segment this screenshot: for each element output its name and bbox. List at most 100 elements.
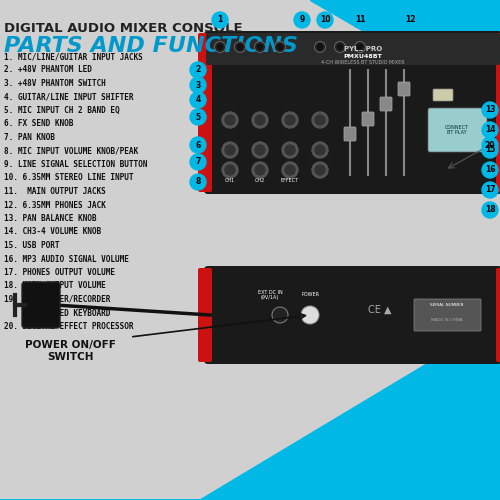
Polygon shape — [0, 320, 500, 500]
FancyBboxPatch shape — [206, 33, 500, 65]
Text: 4-CH WIRELESS BT STUDIO MIXER: 4-CH WIRELESS BT STUDIO MIXER — [321, 60, 405, 66]
Circle shape — [255, 145, 265, 155]
Circle shape — [190, 174, 206, 190]
Circle shape — [317, 12, 333, 28]
Circle shape — [338, 44, 342, 50]
Text: 2. +48V PHANTOM LED: 2. +48V PHANTOM LED — [4, 66, 92, 74]
Circle shape — [334, 42, 345, 52]
Circle shape — [294, 12, 310, 28]
Circle shape — [285, 115, 295, 125]
Text: 15: 15 — [485, 146, 495, 154]
FancyBboxPatch shape — [344, 127, 356, 141]
Text: POWER: POWER — [301, 292, 319, 298]
FancyBboxPatch shape — [198, 33, 212, 192]
FancyBboxPatch shape — [204, 266, 500, 364]
Text: PYLE PRO: PYLE PRO — [344, 46, 382, 52]
Text: PARTS AND FUNCTIONS: PARTS AND FUNCTIONS — [4, 36, 298, 56]
Circle shape — [258, 44, 262, 50]
Text: EFFECT: EFFECT — [281, 178, 299, 183]
Circle shape — [190, 137, 206, 153]
Text: SERIAL NUMBER: SERIAL NUMBER — [430, 303, 464, 307]
Text: EXT DC IN
(9V/1A): EXT DC IN (9V/1A) — [258, 290, 282, 300]
Circle shape — [222, 142, 238, 158]
Circle shape — [301, 306, 319, 324]
FancyBboxPatch shape — [380, 97, 392, 111]
Circle shape — [252, 142, 268, 158]
Text: CONTROLLED KEYBOARD: CONTROLLED KEYBOARD — [4, 308, 110, 318]
Circle shape — [314, 42, 326, 52]
Text: 12: 12 — [405, 16, 415, 24]
Text: 18. MAIN OUTPUT VOLUME: 18. MAIN OUTPUT VOLUME — [4, 282, 106, 290]
Text: 6. FX SEND KNOB: 6. FX SEND KNOB — [4, 120, 73, 128]
Text: 14: 14 — [485, 126, 495, 134]
Text: 3: 3 — [196, 80, 200, 90]
Text: 8: 8 — [196, 178, 200, 186]
Circle shape — [190, 62, 206, 78]
Circle shape — [238, 44, 242, 50]
Circle shape — [482, 102, 498, 118]
Text: 4: 4 — [196, 96, 200, 104]
Text: 11: 11 — [355, 16, 365, 24]
Circle shape — [312, 142, 328, 158]
Circle shape — [482, 137, 498, 153]
Text: 20: 20 — [485, 140, 495, 149]
Text: 17. PHONES OUTPUT VOLUME: 17. PHONES OUTPUT VOLUME — [4, 268, 115, 277]
Circle shape — [278, 44, 282, 50]
Text: 10: 10 — [320, 16, 330, 24]
Text: POWER ON/OFF
SWITCH: POWER ON/OFF SWITCH — [24, 340, 116, 361]
Text: 13. PAN BALANCE KNOB: 13. PAN BALANCE KNOB — [4, 214, 96, 223]
Text: CH1: CH1 — [225, 178, 235, 183]
FancyBboxPatch shape — [22, 282, 60, 328]
Circle shape — [482, 182, 498, 198]
FancyBboxPatch shape — [496, 33, 500, 192]
Text: 5. MIC INPUT CH 2 BAND EQ: 5. MIC INPUT CH 2 BAND EQ — [4, 106, 119, 115]
Text: 3. +48V PHANTOM SWITCH: 3. +48V PHANTOM SWITCH — [4, 79, 106, 88]
Circle shape — [254, 42, 266, 52]
FancyBboxPatch shape — [362, 112, 374, 126]
Circle shape — [222, 162, 238, 178]
Circle shape — [252, 112, 268, 128]
Circle shape — [482, 122, 498, 138]
Text: CONNECT
BT PLAY: CONNECT BT PLAY — [445, 124, 469, 136]
FancyBboxPatch shape — [198, 268, 212, 362]
Text: CH2: CH2 — [255, 178, 265, 183]
Circle shape — [255, 165, 265, 175]
Circle shape — [358, 44, 362, 50]
Text: 16: 16 — [485, 166, 495, 174]
Text: 14. CH3-4 VOLUME KNOB: 14. CH3-4 VOLUME KNOB — [4, 228, 101, 236]
Circle shape — [402, 12, 418, 28]
Text: 6: 6 — [196, 140, 200, 149]
Text: 1. MIC/LINE/GUITAR INPUT JACKS: 1. MIC/LINE/GUITAR INPUT JACKS — [4, 52, 143, 61]
Text: 11.  MAIN OUTPUT JACKS: 11. MAIN OUTPUT JACKS — [4, 187, 106, 196]
Circle shape — [252, 162, 268, 178]
Circle shape — [222, 112, 238, 128]
Circle shape — [214, 42, 226, 52]
Circle shape — [285, 145, 295, 155]
FancyBboxPatch shape — [428, 108, 487, 152]
FancyBboxPatch shape — [414, 299, 481, 331]
Circle shape — [315, 145, 325, 155]
Circle shape — [482, 142, 498, 158]
Circle shape — [315, 115, 325, 125]
Text: PMXU48BT: PMXU48BT — [344, 54, 382, 60]
Circle shape — [212, 12, 228, 28]
Circle shape — [190, 77, 206, 93]
Text: 18: 18 — [484, 206, 496, 214]
Text: 1: 1 — [218, 16, 222, 24]
Circle shape — [312, 112, 328, 128]
Circle shape — [282, 112, 298, 128]
Circle shape — [274, 42, 285, 52]
Text: 9. LINE SIGNAL SELECTION BUTTON: 9. LINE SIGNAL SELECTION BUTTON — [4, 160, 148, 169]
Text: 8. MIC INPUT VOLUME KNOB/PEAK: 8. MIC INPUT VOLUME KNOB/PEAK — [4, 146, 138, 156]
Circle shape — [285, 165, 295, 175]
Text: 17: 17 — [484, 186, 496, 194]
Circle shape — [190, 109, 206, 125]
Text: 10. 6.35MM STEREO LINE INPUT: 10. 6.35MM STEREO LINE INPUT — [4, 174, 134, 182]
Text: 19. MP3 PLAYER/RECORDER: 19. MP3 PLAYER/RECORDER — [4, 295, 110, 304]
Circle shape — [318, 44, 322, 50]
Circle shape — [234, 42, 246, 52]
Circle shape — [218, 44, 222, 50]
Circle shape — [482, 162, 498, 178]
Circle shape — [315, 165, 325, 175]
Circle shape — [190, 154, 206, 170]
